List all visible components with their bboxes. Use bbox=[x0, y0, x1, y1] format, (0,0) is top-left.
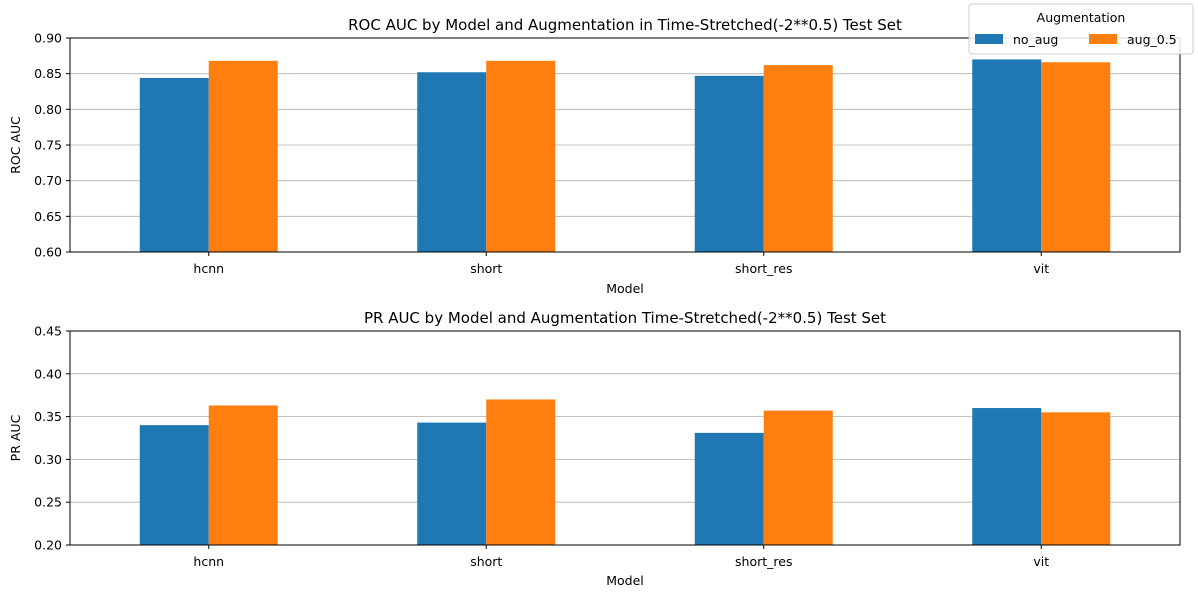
bar-no_aug bbox=[139, 77, 209, 253]
y-tick-label: 0.60 bbox=[34, 245, 62, 260]
legend-title: Augmentation bbox=[1037, 10, 1126, 25]
y-tick-label: 0.80 bbox=[34, 102, 62, 117]
bar-aug_0.5 bbox=[486, 399, 556, 545]
y-tick-label: 0.65 bbox=[34, 209, 62, 224]
chart-title: PR AUC by Model and Augmentation Time-St… bbox=[364, 309, 886, 327]
y-tick-label: 0.40 bbox=[34, 366, 62, 381]
bar-aug_0.5 bbox=[208, 60, 278, 253]
y-tick-label: 0.35 bbox=[34, 409, 62, 424]
bar-no_aug bbox=[417, 72, 487, 253]
bar-aug_0.5 bbox=[763, 410, 833, 545]
x-tick-label: short_res bbox=[735, 554, 792, 569]
y-axis-label: ROC AUC bbox=[8, 116, 23, 174]
bar-no_aug bbox=[139, 425, 209, 545]
x-axis-label: Model bbox=[606, 573, 644, 588]
y-tick-label: 0.75 bbox=[34, 138, 62, 153]
x-axis-label: Model bbox=[606, 281, 644, 296]
legend-swatch-aug_0.5 bbox=[1089, 34, 1117, 44]
legend-label-no_aug: no_aug bbox=[1013, 32, 1058, 47]
y-tick-label: 0.90 bbox=[34, 31, 62, 46]
bar-no_aug bbox=[694, 432, 764, 545]
y-axis-label: PR AUC bbox=[8, 414, 23, 461]
y-tick-label: 0.30 bbox=[34, 452, 62, 467]
x-tick-label: hcnn bbox=[193, 261, 224, 276]
y-tick-label: 0.45 bbox=[34, 324, 62, 339]
bar-aug_0.5 bbox=[208, 405, 278, 545]
chart-title: ROC AUC by Model and Augmentation in Tim… bbox=[348, 16, 902, 34]
y-tick-label: 0.85 bbox=[34, 66, 62, 81]
x-tick-label: short bbox=[470, 554, 502, 569]
legend-label-aug_0.5: aug_0.5 bbox=[1127, 32, 1177, 47]
x-tick-label: hcnn bbox=[193, 554, 224, 569]
legend-box bbox=[968, 3, 1194, 55]
plot-frame bbox=[69, 330, 1181, 546]
x-tick-label: vit bbox=[1033, 261, 1049, 276]
bar-aug_0.5 bbox=[1041, 412, 1111, 545]
plot-frame bbox=[69, 37, 1181, 253]
y-tick-label: 0.25 bbox=[34, 495, 62, 510]
x-tick-label: short_res bbox=[735, 261, 792, 276]
bar-aug_0.5 bbox=[486, 60, 556, 253]
bar-no_aug bbox=[417, 422, 487, 545]
y-tick-label: 0.20 bbox=[34, 538, 62, 553]
legend-swatch-no_aug bbox=[975, 34, 1003, 44]
bar-no_aug bbox=[694, 75, 764, 252]
y-tick-label: 0.70 bbox=[34, 173, 62, 188]
bar-no_aug bbox=[972, 408, 1042, 545]
x-tick-label: vit bbox=[1033, 554, 1049, 569]
bar-aug_0.5 bbox=[763, 65, 833, 253]
bar-aug_0.5 bbox=[1041, 62, 1111, 253]
bar-no_aug bbox=[972, 59, 1042, 253]
x-tick-label: short bbox=[470, 261, 502, 276]
